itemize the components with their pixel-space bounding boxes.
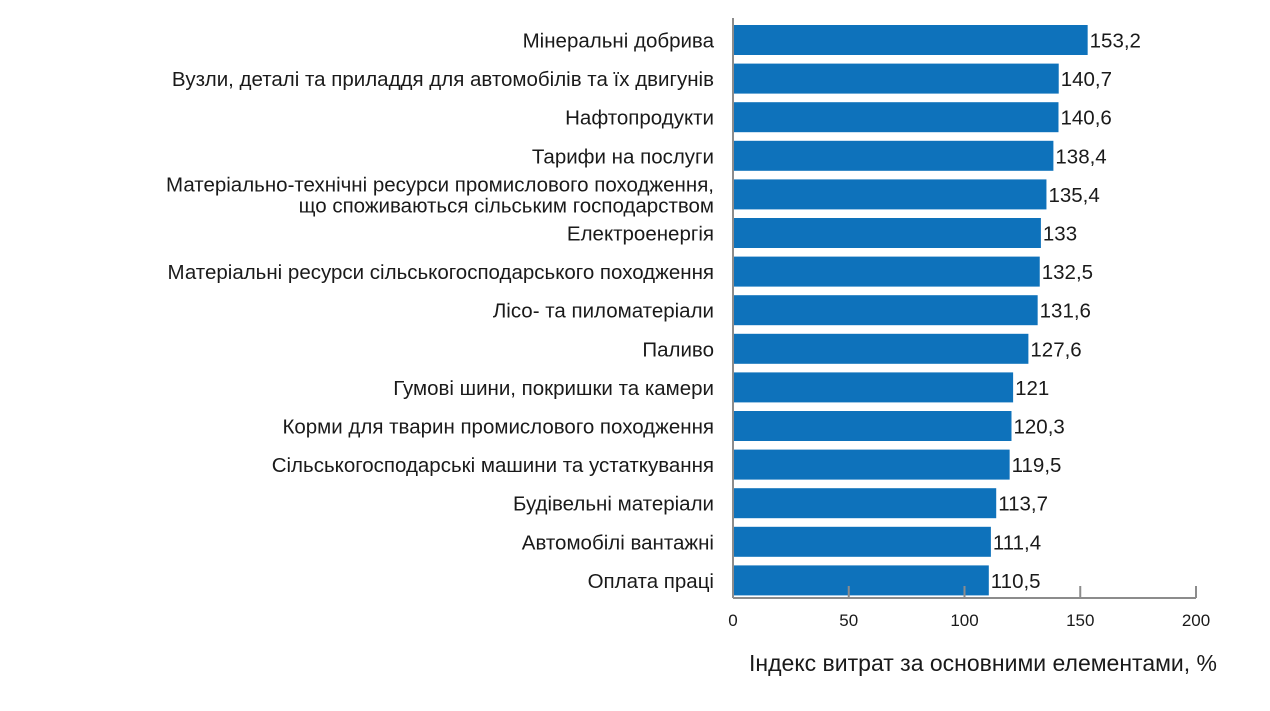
value-label: 113,7 <box>998 493 1048 516</box>
category-label: Будівельні матеріали <box>513 493 714 516</box>
category-label: Мінеральні добрива <box>523 30 715 53</box>
bar <box>733 526 991 557</box>
value-label: 120,3 <box>1013 416 1064 439</box>
bar <box>733 488 997 519</box>
bar <box>733 102 1059 133</box>
category-label: Матеріально-технічні ресурси промисловог… <box>166 173 714 196</box>
bar <box>733 295 1038 326</box>
value-label: 140,6 <box>1060 107 1111 130</box>
bar <box>733 565 989 596</box>
value-label: 133 <box>1043 223 1077 246</box>
x-tick-label: 200 <box>1182 611 1210 630</box>
category-label: Паливо <box>642 338 714 361</box>
value-label: 110,5 <box>991 570 1041 593</box>
value-label: 135,4 <box>1048 184 1099 207</box>
category-label: Корми для тварин промислового походження <box>282 416 714 439</box>
value-label: 140,7 <box>1061 68 1112 91</box>
category-label: Вузли, деталі та приладдя для автомобілі… <box>172 68 714 91</box>
value-label: 111,4 <box>993 531 1041 554</box>
x-axis-title: Індекс витрат за основними елементами, % <box>749 650 1217 676</box>
value-label: 138,4 <box>1055 145 1106 168</box>
x-tick-label: 150 <box>1066 611 1094 630</box>
value-label: 131,6 <box>1040 300 1091 323</box>
bar <box>733 63 1059 94</box>
bar <box>733 218 1041 248</box>
x-tick-label: 0 <box>728 611 737 630</box>
bars-group: 153,2 Мінеральні добрива 140,7 Вузли, детал… <box>166 25 1141 596</box>
category-label: Електроенергія <box>567 223 714 246</box>
value-label: 153,2 <box>1090 30 1141 53</box>
bar <box>733 449 1010 480</box>
category-label: Матеріальні ресурси сільськогосподарсько… <box>168 261 714 284</box>
category-label: Сільськогосподарські машини та устаткува… <box>272 454 714 477</box>
category-label: Автомобілі вантажні <box>522 531 714 554</box>
value-label: 121 <box>1015 377 1049 400</box>
bar <box>733 140 1054 171</box>
x-tick-label: 50 <box>839 611 858 630</box>
category-label: Нафтопродукти <box>565 107 714 130</box>
value-label: 127,6 <box>1030 338 1081 361</box>
axes-group: 0 50 100 150 200 <box>728 18 1210 630</box>
bar <box>733 256 1040 287</box>
value-label: 132,5 <box>1042 261 1093 284</box>
category-label: Тарифи на послуги <box>532 145 714 168</box>
bar <box>733 333 1029 364</box>
category-label: що споживаються сільським господарством <box>299 194 714 217</box>
bar <box>733 179 1047 210</box>
category-label: Лісо- та пиломатеріали <box>493 300 714 323</box>
category-label: Гумові шини, покришки та камери <box>393 377 714 400</box>
value-label: 119,5 <box>1012 454 1062 477</box>
bar <box>733 372 1014 403</box>
x-tick-label: 100 <box>950 611 978 630</box>
category-label: Оплата праці <box>588 570 714 593</box>
bar <box>733 411 1012 441</box>
bar <box>733 25 1088 55</box>
